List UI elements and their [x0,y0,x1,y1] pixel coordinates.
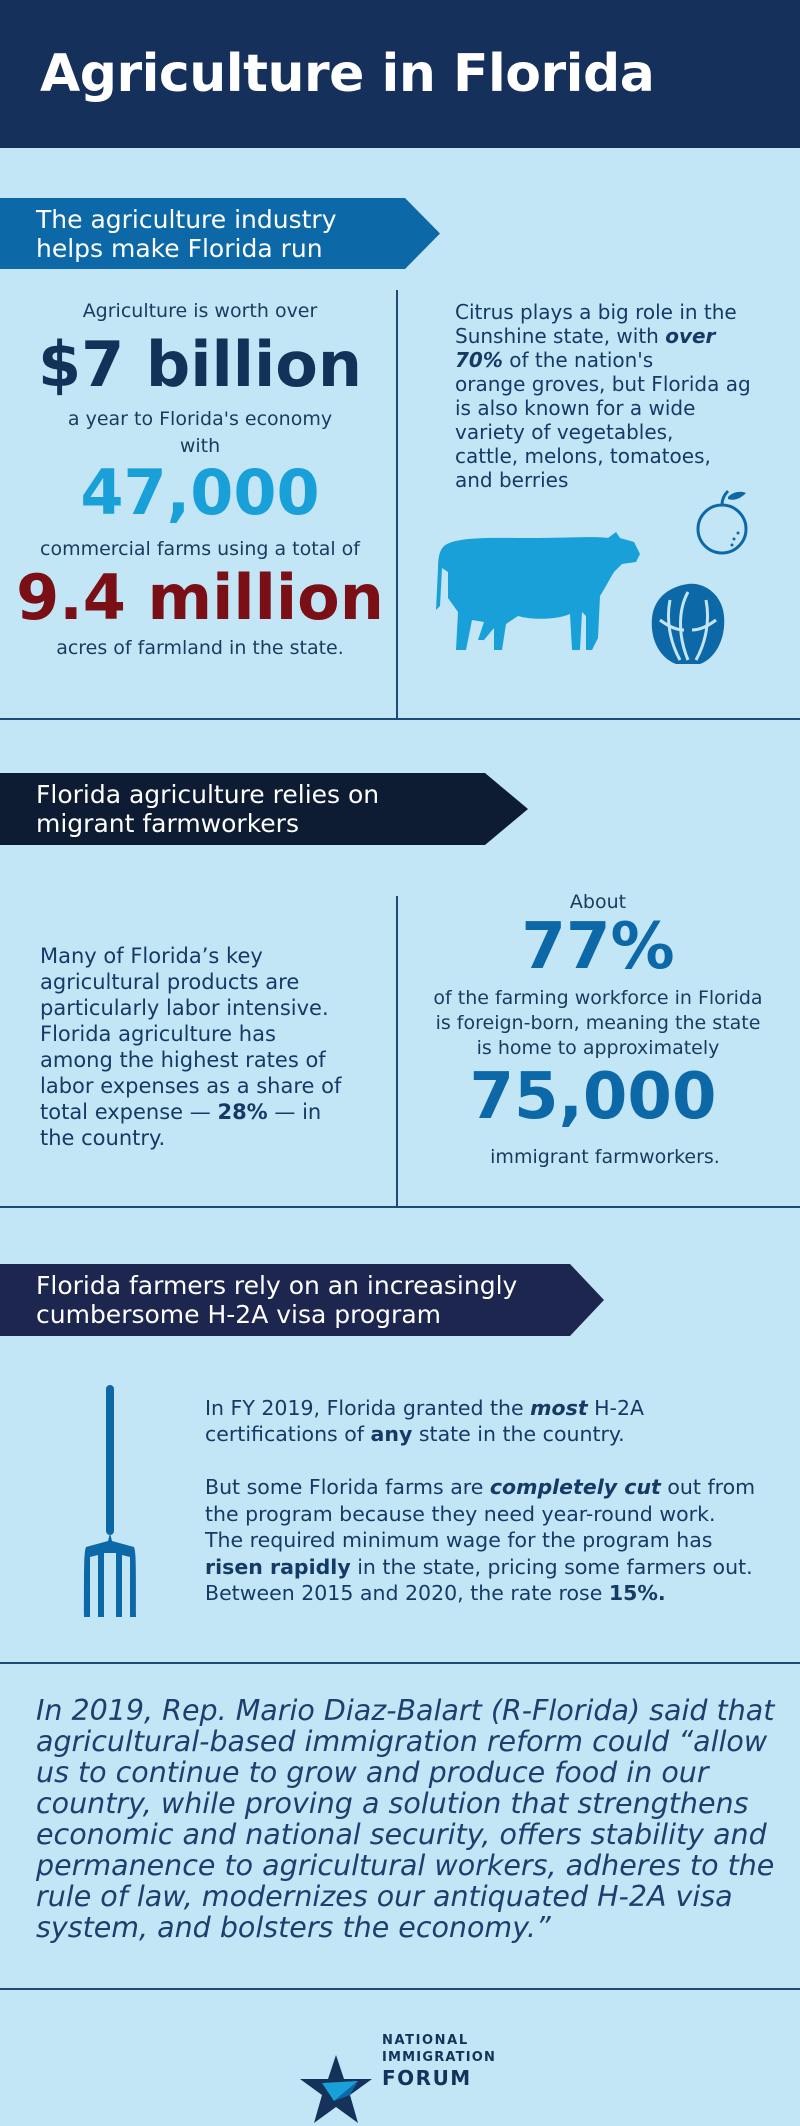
farms-suffix: commercial farms using a total of [40,538,360,560]
h2a-paragraph-1: In FY 2019, Florida granted the most H-2… [205,1396,645,1446]
star-logo-icon [300,2055,372,2123]
h2a-paragraph-2: But some Florida farms are completely cu… [205,1475,756,1605]
foreign-born-percent: 77% [521,910,675,984]
section1-divider [396,290,398,718]
section-banner-migrant-farmworkers: Florida agriculture relies on migrant fa… [0,773,528,845]
farmworkers-suffix: immigrant farmworkers. [490,1146,720,1168]
with-text: with [179,435,221,457]
section1-bottom-rule [0,718,800,720]
pct-line-1: of the farming workforce in Florida [433,987,763,1009]
about-label: About [569,891,627,913]
orange-icon [696,489,748,555]
acres-value: 9.4 million [16,561,384,634]
worth-value: $7 billion [38,328,362,401]
pct-line-2: is foreign-born, meaning the state [435,1012,761,1034]
section-banner-h2a-visa: Florida farmers rely on an increasingly … [0,1264,604,1336]
section2-bottom-rule [0,1206,800,1208]
page-header: Agriculture in Florida [0,0,800,148]
organization-logo-text: NATIONAL IMMIGRATION FORUM [382,2033,497,2090]
worth-intro: Agriculture is worth over [82,300,318,322]
section2-divider [396,896,398,1206]
cabbage-icon [651,583,725,664]
pct-line-3: is home to approximately [476,1037,720,1059]
section3-bottom-rule [0,1662,800,1664]
citrus-paragraph: Citrus plays a big role in the Sunshine … [455,300,751,492]
farmworkers-value: 75,000 [469,1060,717,1134]
page-title: Agriculture in Florida [40,44,655,104]
farms-value: 47,000 [80,456,320,529]
labor-paragraph: Many of Florida’s key agricultural produ… [40,944,342,1150]
pitchfork-icon [84,1385,136,1617]
acres-suffix: acres of farmland in the state. [56,637,344,659]
cow-icon [436,532,640,650]
diaz-balart-quote: In 2019, Rep. Mario Diaz-Balart (R-Flori… [36,1694,775,1944]
quote-bottom-rule [0,1988,800,1990]
worth-suffix: a year to Florida's economy [67,408,333,430]
section-banner-agriculture-industry: The agriculture industry helps make Flor… [0,198,440,269]
